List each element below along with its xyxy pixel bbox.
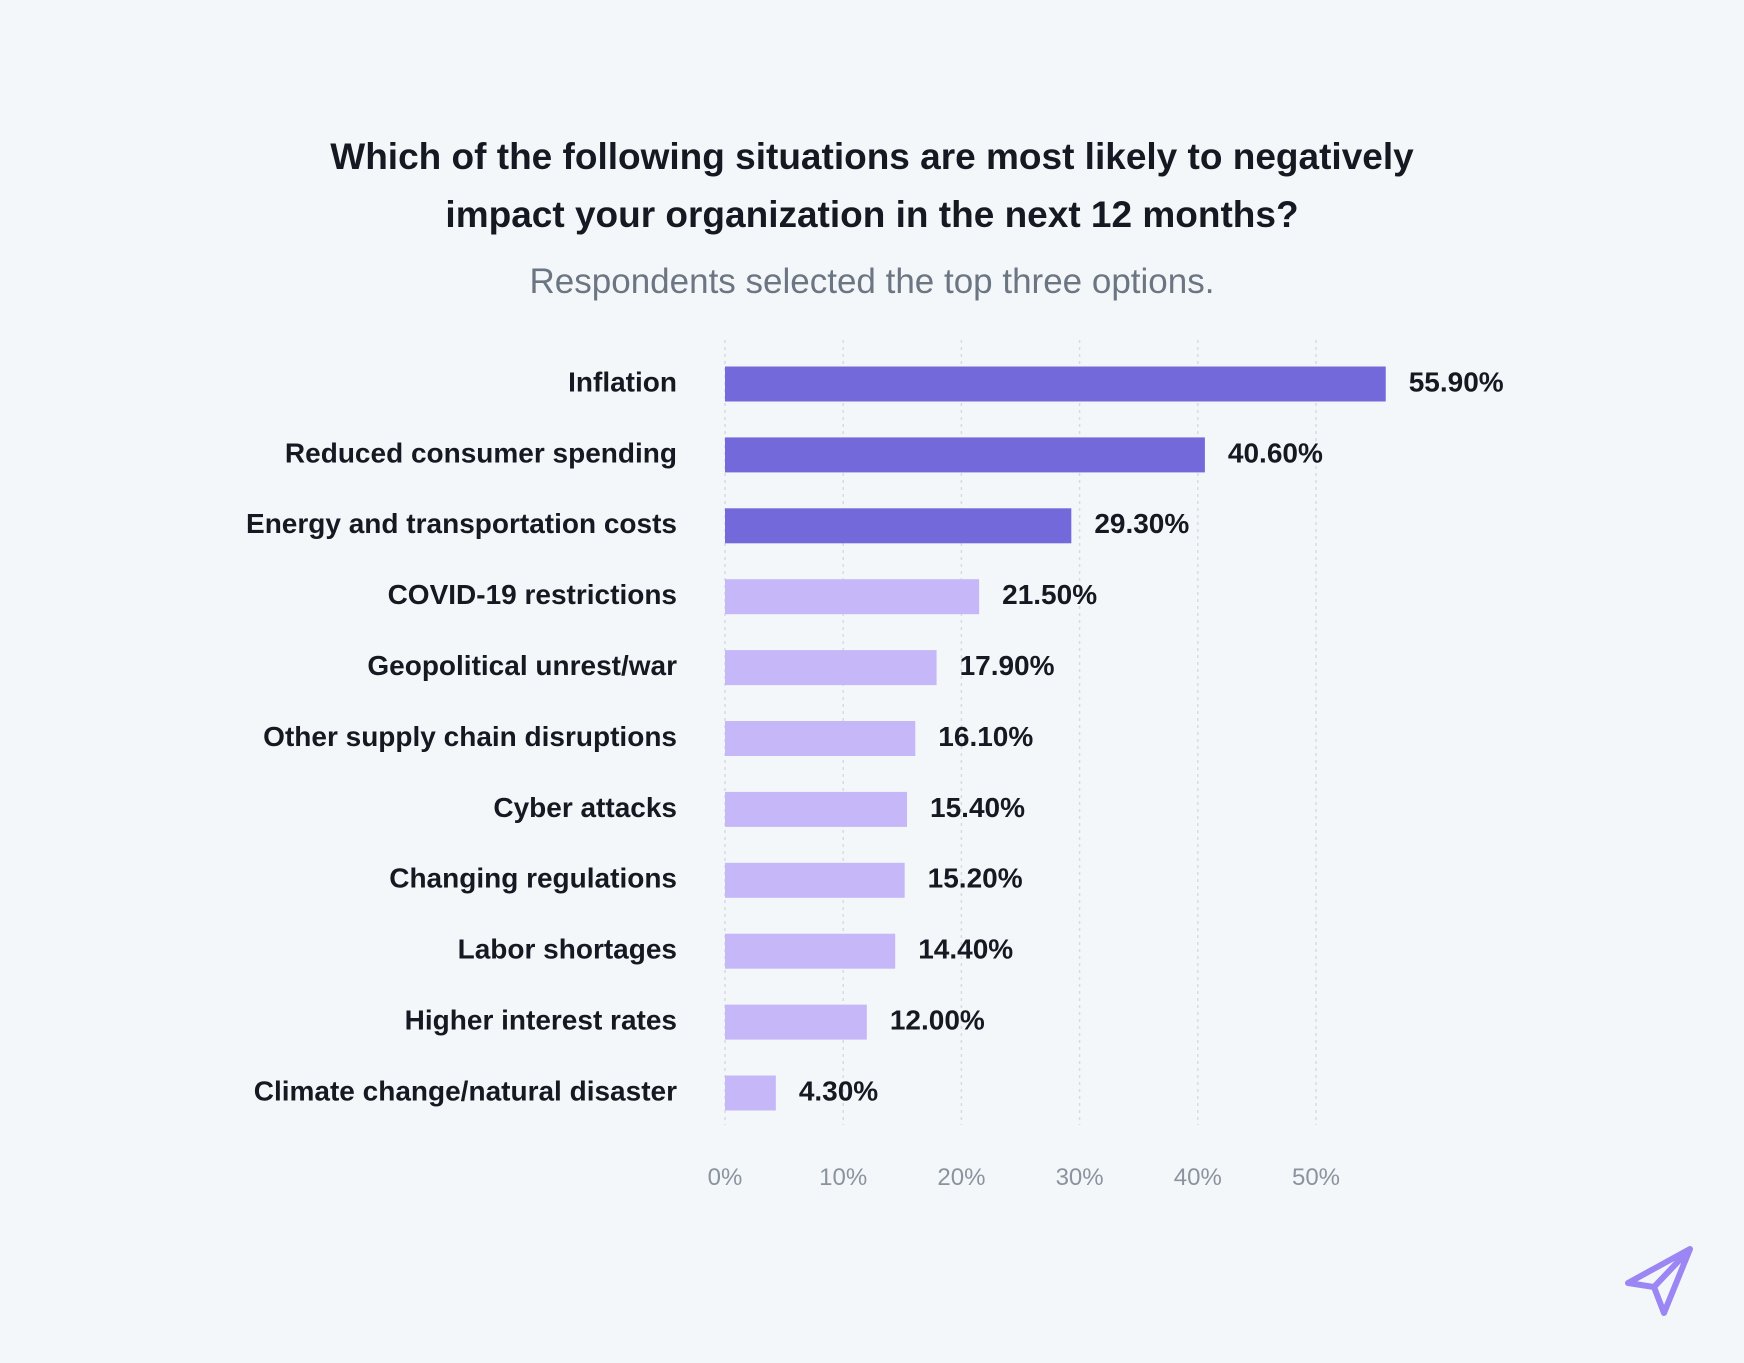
bar <box>725 791 908 827</box>
bar <box>725 437 1205 473</box>
chart-title-line-1: Which of the following situations are mo… <box>330 136 1414 177</box>
category-label: Geopolitical unrest/war <box>367 650 677 681</box>
value-label: 14.40% <box>918 934 1013 965</box>
value-label: 21.50% <box>1002 579 1097 610</box>
x-tick-label: 30% <box>1056 1164 1104 1191</box>
value-label: 15.20% <box>928 863 1023 894</box>
x-tick-label: 0% <box>708 1164 743 1191</box>
category-label: Climate change/natural disaster <box>254 1075 677 1106</box>
bar <box>725 1004 867 1040</box>
value-labels: 55.90% 40.60% 29.30% 21.50% 17.90% 16.10% 15.4… <box>799 366 1504 1106</box>
value-label: 15.40% <box>930 792 1025 823</box>
category-labels: Inflation Reduced consumer spending Energy… <box>246 366 677 1106</box>
x-tick-label: 10% <box>819 1164 867 1191</box>
bar <box>725 579 980 615</box>
bar <box>725 508 1072 544</box>
category-label: Cyber attacks <box>493 792 677 823</box>
bar <box>725 366 1386 402</box>
chart-subtitle: Respondents selected the top three optio… <box>529 262 1215 301</box>
value-label: 29.30% <box>1094 508 1189 539</box>
category-label: Changing regulations <box>389 863 677 894</box>
value-label: 16.10% <box>938 721 1033 752</box>
value-label: 17.90% <box>960 650 1055 681</box>
bars <box>725 366 1386 1111</box>
bar <box>725 862 905 898</box>
bar <box>725 650 937 686</box>
chart-title-line-2: impact your organization in the next 12 … <box>445 194 1299 235</box>
x-tick-label: 50% <box>1292 1164 1340 1191</box>
category-label: Labor shortages <box>458 934 677 965</box>
bar <box>725 933 896 969</box>
category-label: Energy and transportation costs <box>246 508 677 539</box>
x-tick-label: 20% <box>937 1164 985 1191</box>
category-label: Higher interest rates <box>405 1004 677 1035</box>
bar <box>725 1075 776 1111</box>
x-axis-ticks: 0% 10% 20% 30% 40% 50% <box>708 1164 1340 1191</box>
x-tick-label: 40% <box>1174 1164 1222 1191</box>
category-label: Other supply chain disruptions <box>263 721 677 752</box>
value-label: 12.00% <box>890 1004 985 1035</box>
category-label: Inflation <box>568 366 677 397</box>
value-label: 4.30% <box>799 1075 878 1106</box>
bar <box>725 721 916 756</box>
category-label: COVID-19 restrictions <box>388 579 677 610</box>
paper-plane-logo-icon <box>1625 1246 1693 1316</box>
value-label: 55.90% <box>1409 366 1504 397</box>
category-label: Reduced consumer spending <box>285 437 677 468</box>
value-label: 40.60% <box>1228 437 1323 468</box>
